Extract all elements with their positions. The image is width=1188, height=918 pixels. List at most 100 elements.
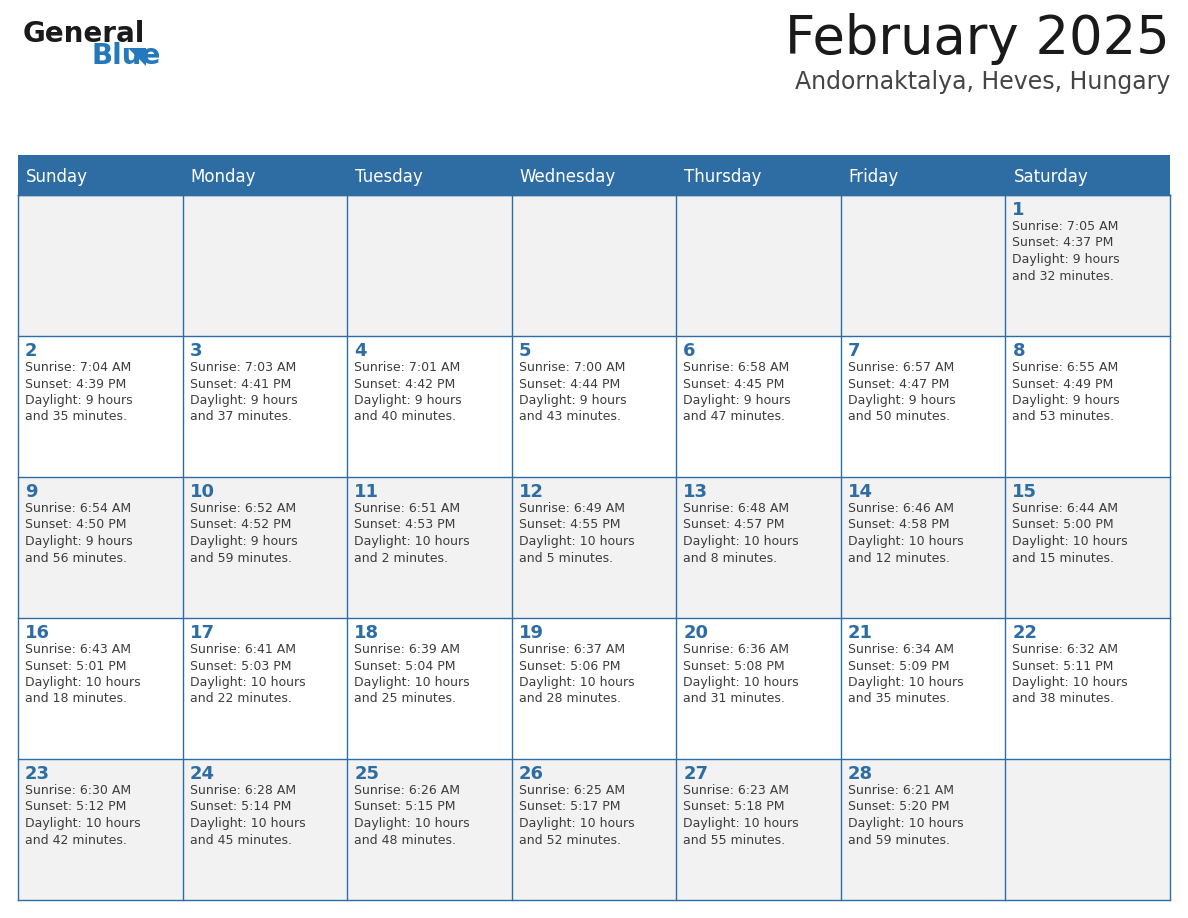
Text: Sunrise: 6:34 AM: Sunrise: 6:34 AM xyxy=(848,643,954,656)
Text: 1: 1 xyxy=(1012,201,1025,219)
Text: Daylight: 10 hours: Daylight: 10 hours xyxy=(519,676,634,689)
Text: Andornaktalya, Heves, Hungary: Andornaktalya, Heves, Hungary xyxy=(795,70,1170,94)
Text: 3: 3 xyxy=(190,342,202,360)
Text: and 40 minutes.: and 40 minutes. xyxy=(354,410,456,423)
Bar xyxy=(18,759,1170,900)
Text: Sunrise: 6:41 AM: Sunrise: 6:41 AM xyxy=(190,643,296,656)
Text: Thursday: Thursday xyxy=(684,169,762,186)
Text: Sunset: 4:42 PM: Sunset: 4:42 PM xyxy=(354,377,455,390)
Text: Sunset: 5:17 PM: Sunset: 5:17 PM xyxy=(519,800,620,813)
Text: 7: 7 xyxy=(848,342,860,360)
Text: Sunrise: 6:36 AM: Sunrise: 6:36 AM xyxy=(683,643,789,656)
Text: 5: 5 xyxy=(519,342,531,360)
Text: Sunrise: 6:23 AM: Sunrise: 6:23 AM xyxy=(683,784,789,797)
Text: Daylight: 9 hours: Daylight: 9 hours xyxy=(354,394,462,407)
Text: and 32 minutes.: and 32 minutes. xyxy=(1012,270,1114,283)
Text: Sunrise: 6:48 AM: Sunrise: 6:48 AM xyxy=(683,502,789,515)
Text: and 47 minutes.: and 47 minutes. xyxy=(683,410,785,423)
Text: Sunset: 4:49 PM: Sunset: 4:49 PM xyxy=(1012,377,1113,390)
Text: and 18 minutes.: and 18 minutes. xyxy=(25,692,127,706)
Text: and 42 minutes.: and 42 minutes. xyxy=(25,834,127,846)
Text: 9: 9 xyxy=(25,483,38,501)
Text: Daylight: 9 hours: Daylight: 9 hours xyxy=(1012,394,1120,407)
Text: and 5 minutes.: and 5 minutes. xyxy=(519,552,613,565)
Text: Sunset: 5:01 PM: Sunset: 5:01 PM xyxy=(25,659,126,673)
Text: Sunset: 5:15 PM: Sunset: 5:15 PM xyxy=(354,800,456,813)
Text: Sunrise: 6:52 AM: Sunrise: 6:52 AM xyxy=(190,502,296,515)
Text: and 55 minutes.: and 55 minutes. xyxy=(683,834,785,846)
Text: and 50 minutes.: and 50 minutes. xyxy=(848,410,950,423)
Text: Sunset: 5:12 PM: Sunset: 5:12 PM xyxy=(25,800,126,813)
Text: Sunset: 4:55 PM: Sunset: 4:55 PM xyxy=(519,519,620,532)
Text: February 2025: February 2025 xyxy=(785,13,1170,65)
Text: 26: 26 xyxy=(519,765,544,783)
Text: and 37 minutes.: and 37 minutes. xyxy=(190,410,291,423)
Text: Daylight: 9 hours: Daylight: 9 hours xyxy=(519,394,626,407)
Text: 6: 6 xyxy=(683,342,696,360)
Text: and 43 minutes.: and 43 minutes. xyxy=(519,410,620,423)
Bar xyxy=(18,336,1170,477)
Text: 21: 21 xyxy=(848,624,873,642)
Text: Saturday: Saturday xyxy=(1013,169,1088,186)
Bar xyxy=(18,155,1170,160)
Text: Sunrise: 6:26 AM: Sunrise: 6:26 AM xyxy=(354,784,460,797)
Text: Daylight: 10 hours: Daylight: 10 hours xyxy=(1012,535,1129,548)
Text: Daylight: 10 hours: Daylight: 10 hours xyxy=(683,535,798,548)
Text: Sunrise: 6:39 AM: Sunrise: 6:39 AM xyxy=(354,643,460,656)
Text: Daylight: 10 hours: Daylight: 10 hours xyxy=(354,676,469,689)
Text: 20: 20 xyxy=(683,624,708,642)
Text: Daylight: 10 hours: Daylight: 10 hours xyxy=(519,817,634,830)
Text: 28: 28 xyxy=(848,765,873,783)
Text: 17: 17 xyxy=(190,624,215,642)
Text: Sunset: 5:11 PM: Sunset: 5:11 PM xyxy=(1012,659,1114,673)
Text: Sunrise: 6:57 AM: Sunrise: 6:57 AM xyxy=(848,361,954,374)
Text: 15: 15 xyxy=(1012,483,1037,501)
Text: Sunrise: 6:58 AM: Sunrise: 6:58 AM xyxy=(683,361,790,374)
Text: Sunrise: 7:00 AM: Sunrise: 7:00 AM xyxy=(519,361,625,374)
Text: Sunrise: 6:44 AM: Sunrise: 6:44 AM xyxy=(1012,502,1118,515)
Text: Daylight: 10 hours: Daylight: 10 hours xyxy=(683,676,798,689)
Text: Daylight: 10 hours: Daylight: 10 hours xyxy=(683,817,798,830)
Text: Sunset: 5:08 PM: Sunset: 5:08 PM xyxy=(683,659,785,673)
Text: Daylight: 10 hours: Daylight: 10 hours xyxy=(354,535,469,548)
Text: and 53 minutes.: and 53 minutes. xyxy=(1012,410,1114,423)
Text: and 59 minutes.: and 59 minutes. xyxy=(190,552,291,565)
Text: Daylight: 9 hours: Daylight: 9 hours xyxy=(190,394,297,407)
Bar xyxy=(18,160,1170,195)
Text: and 2 minutes.: and 2 minutes. xyxy=(354,552,448,565)
Text: Daylight: 10 hours: Daylight: 10 hours xyxy=(25,676,140,689)
Text: Daylight: 10 hours: Daylight: 10 hours xyxy=(848,817,963,830)
Text: Daylight: 10 hours: Daylight: 10 hours xyxy=(848,676,963,689)
Text: 2: 2 xyxy=(25,342,38,360)
Text: Sunrise: 7:04 AM: Sunrise: 7:04 AM xyxy=(25,361,131,374)
Text: Tuesday: Tuesday xyxy=(355,169,423,186)
Text: Sunset: 4:37 PM: Sunset: 4:37 PM xyxy=(1012,237,1114,250)
Text: 23: 23 xyxy=(25,765,50,783)
Text: Sunrise: 6:32 AM: Sunrise: 6:32 AM xyxy=(1012,643,1118,656)
Text: 19: 19 xyxy=(519,624,544,642)
Text: Sunset: 4:45 PM: Sunset: 4:45 PM xyxy=(683,377,784,390)
Text: Sunset: 5:14 PM: Sunset: 5:14 PM xyxy=(190,800,291,813)
Text: Daylight: 10 hours: Daylight: 10 hours xyxy=(25,817,140,830)
Text: Daylight: 10 hours: Daylight: 10 hours xyxy=(1012,676,1129,689)
Text: Sunset: 4:53 PM: Sunset: 4:53 PM xyxy=(354,519,455,532)
Text: Sunset: 5:20 PM: Sunset: 5:20 PM xyxy=(848,800,949,813)
Text: Sunset: 5:09 PM: Sunset: 5:09 PM xyxy=(848,659,949,673)
Text: 13: 13 xyxy=(683,483,708,501)
Polygon shape xyxy=(128,48,146,66)
Text: Sunset: 4:57 PM: Sunset: 4:57 PM xyxy=(683,519,785,532)
Text: 18: 18 xyxy=(354,624,379,642)
Text: 11: 11 xyxy=(354,483,379,501)
Text: 24: 24 xyxy=(190,765,215,783)
Text: Sunset: 4:41 PM: Sunset: 4:41 PM xyxy=(190,377,291,390)
Bar xyxy=(18,618,1170,759)
Text: 27: 27 xyxy=(683,765,708,783)
Text: 8: 8 xyxy=(1012,342,1025,360)
Text: Daylight: 9 hours: Daylight: 9 hours xyxy=(190,535,297,548)
Text: General: General xyxy=(23,20,145,48)
Text: Sunset: 5:18 PM: Sunset: 5:18 PM xyxy=(683,800,785,813)
Text: and 52 minutes.: and 52 minutes. xyxy=(519,834,620,846)
Text: Daylight: 9 hours: Daylight: 9 hours xyxy=(848,394,955,407)
Text: and 12 minutes.: and 12 minutes. xyxy=(848,552,949,565)
Text: and 31 minutes.: and 31 minutes. xyxy=(683,692,785,706)
